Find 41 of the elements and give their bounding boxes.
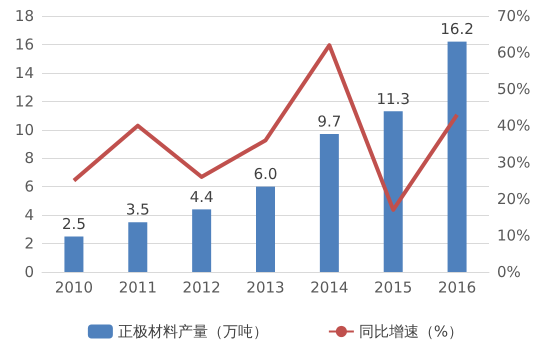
y-tick-label: 2: [24, 234, 34, 253]
x-tick-label: 2016: [438, 278, 476, 296]
y2-tick-label: 30%: [497, 153, 530, 172]
y2-tick-label: 40%: [497, 116, 530, 135]
text: 9.7: [317, 112, 342, 131]
text: 16.2: [440, 20, 474, 38]
bar: [192, 209, 212, 272]
bar: [384, 111, 403, 272]
y-tick-label: 10: [14, 120, 34, 139]
y2-tick-label: 10%: [497, 226, 530, 244]
bar: [256, 186, 275, 272]
y-tick-label: 16: [14, 35, 34, 54]
x-tick-label: 2013: [246, 278, 285, 296]
y-tick-label: 8: [24, 149, 34, 168]
y2-tick-label: 0%: [497, 263, 521, 281]
text: 6.0: [254, 165, 278, 184]
y2-tick-label: 50%: [497, 80, 530, 98]
bar: [128, 222, 148, 272]
y-tick-label: 18: [14, 7, 34, 25]
y-tick-label: 6: [24, 178, 34, 196]
text: 11.3: [376, 90, 410, 108]
bar: [320, 134, 339, 272]
y2-tick-label: 60%: [497, 44, 530, 62]
x-tick-label: 2011: [118, 278, 157, 296]
y2-tick-label: 20%: [497, 190, 530, 208]
x-tick-label: 2014: [310, 278, 348, 296]
x-tick-label: 2010: [54, 278, 94, 296]
y-tick-label: 12: [14, 92, 34, 110]
legend-label: 同比增速（%）: [358, 322, 464, 340]
y-tick-label: 4: [24, 206, 34, 224]
y-tick-label: 14: [14, 64, 34, 82]
bar: [64, 236, 84, 272]
bar: [448, 42, 467, 272]
x-tick-label: 2015: [374, 278, 412, 296]
text: 2.5: [62, 214, 86, 233]
x-tick-label: 2012: [182, 278, 221, 296]
legend-label: 正极材料产量（万吨）: [118, 322, 268, 340]
text: 3.5: [126, 200, 150, 219]
text: 4.4: [190, 188, 214, 206]
y-tick-label: 0: [24, 263, 34, 281]
y2-tick-label: 70%: [497, 7, 530, 25]
